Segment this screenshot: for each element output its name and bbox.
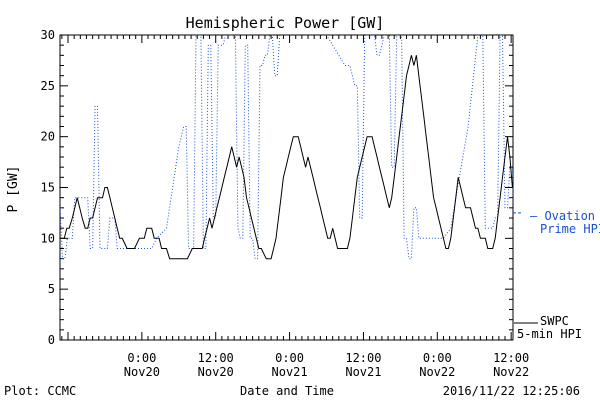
x-tick-time-label: 0:00 [423,351,452,365]
x-tick-date-label: Nov22 [419,365,455,379]
swpc-hpi-series-line [60,55,513,260]
legend-swpc-line1: SWPC [540,314,569,328]
y-tick-label: 0 [48,333,55,347]
x-tick-time-label: 0:00 [127,351,156,365]
y-tick-label: 25 [41,79,55,93]
x-tick-time-label: 12:00 [345,351,381,365]
y-tick-label: 15 [41,181,55,195]
x-axis-ticks: 0:00Nov2012:00Nov200:00Nov2112:00Nov210:… [61,35,529,379]
y-tick-label: 20 [41,130,55,144]
plot-frame [59,34,514,341]
x-tick-date-label: Nov20 [124,365,160,379]
x-tick-date-label: Nov20 [198,365,234,379]
x-tick-date-label: Nov21 [345,365,381,379]
y-tick-label: 10 [41,231,55,245]
x-tick-date-label: Nov21 [272,365,308,379]
ovation-prime-series-line [60,35,513,260]
legend-ovation-line1: — Ovation [530,209,595,223]
x-tick-date-label: Nov22 [493,365,529,379]
chart-title: Hemispheric Power [GW] [186,14,385,32]
series-layer [60,35,523,260]
x-tick-time-label: 0:00 [275,351,304,365]
footer-plot-source: Plot: CCMC [4,384,76,398]
x-tick-time-label: 12:00 [493,351,529,365]
y-tick-label: 30 [41,28,55,42]
y-axis-label: P [GW] [6,166,21,213]
legend-swpc-line2: 5-min HPI [517,327,582,341]
y-tick-label: 5 [48,282,55,296]
x-tick-time-label: 12:00 [198,351,234,365]
legend-ovation-line2: Prime HPI [540,222,600,236]
x-axis-label: Date and Time [240,384,334,398]
y-axis-ticks: 0 5 10 15 20 25 30 [41,28,513,347]
footer-timestamp: 2016/11/22 12:25:06 [443,384,580,398]
